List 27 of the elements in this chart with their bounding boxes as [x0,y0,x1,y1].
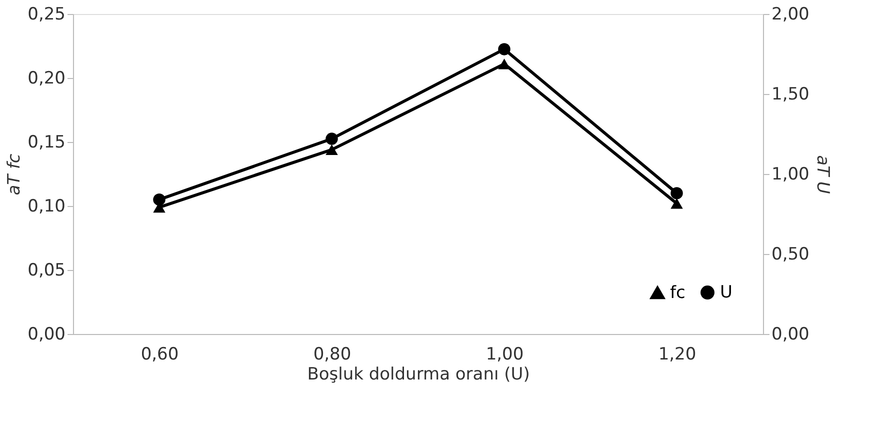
legend-label: U [720,282,732,303]
y2-tick-label: 1,50 [772,84,810,104]
x-axis-title: Boşluk doldurma oranı (U) [307,364,530,384]
y-tick-label: 0,15 [28,132,66,152]
x-tick-label: 1,20 [658,344,696,364]
x-tick-label: 0,60 [140,344,179,364]
y-axis-title: aT fc [4,153,25,196]
point [498,58,510,70]
y-tick-label: 0,25 [28,4,66,24]
y-tick-label: 0,05 [28,260,66,280]
point [498,43,510,56]
point [326,144,338,155]
y-tick-label: 0,00 [28,324,66,344]
y2-tick-label: 0,50 [772,244,810,264]
point [153,193,166,206]
y-tick-label: 0,20 [28,68,66,88]
y2-tick-label: 2,00 [772,4,810,24]
legend-label: fc [670,282,686,303]
point [326,132,338,145]
y-tick-label: 0,10 [28,196,66,216]
y2-tick-label: 0,00 [772,324,810,344]
x-tick-label: 1,00 [486,344,524,364]
y2-axis-title: aT U [812,155,832,194]
y2-tick-label: 1,00 [772,164,810,184]
x-tick-label: 0,80 [313,344,352,364]
point [670,187,683,200]
point [670,198,683,209]
